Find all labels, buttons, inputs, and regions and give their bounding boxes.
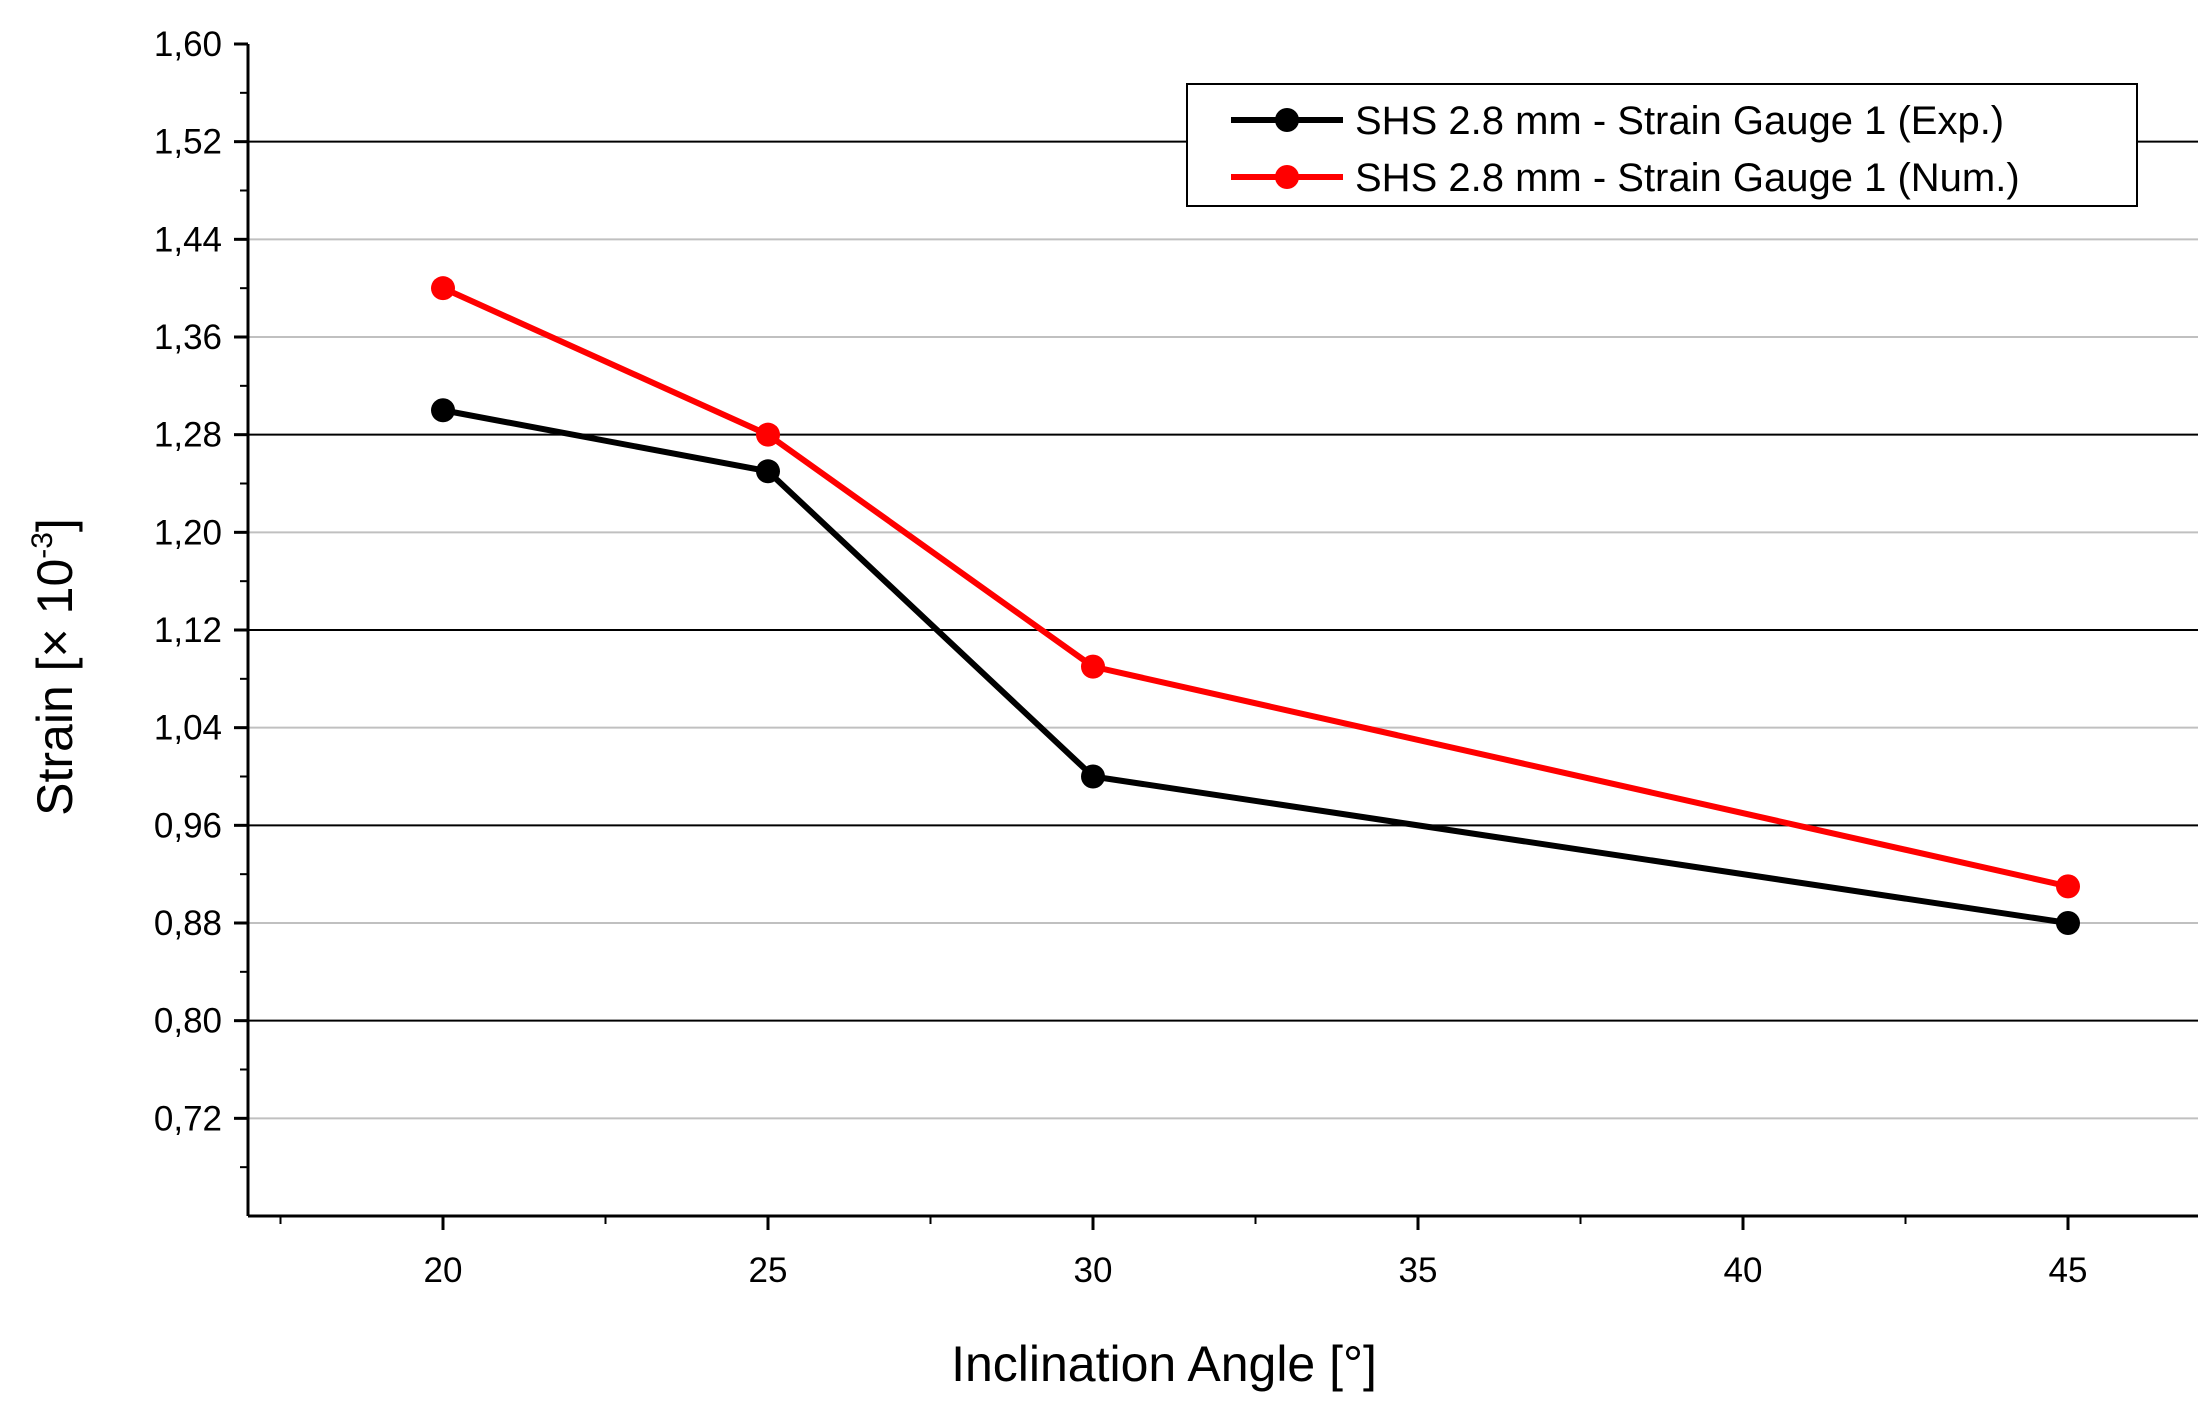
y-tick-label-0: 0,72 [154,1099,222,1138]
series-0-point-1 [756,459,780,484]
y-axis-title: Strain [× 10-3] [26,518,83,816]
x-tick-label-0: 20 [424,1251,463,1290]
y-tick-label-5: 1,12 [154,611,222,650]
grid [248,140,2198,1120]
y-tick-label-7: 1,28 [154,416,222,455]
series-line-0 [442,407,2069,926]
series-0-point-3 [2056,911,2080,935]
y-tick-label-8: 1,36 [154,318,222,357]
series-0-point-0 [431,398,455,423]
x-tick-label-1: 25 [749,1251,788,1290]
series-1-point-0 [431,276,455,301]
legend-box [1186,83,2138,207]
series-1-point-1 [756,422,780,447]
y-tick-label-4: 1,04 [154,709,222,748]
y-axis-title-prefix: Strain [× 10 [27,559,83,816]
legend-label-1: SHS 2.8 mm - Strain Gauge 1 (Num.) [1355,156,2020,200]
series-0-point-2 [1081,764,1105,789]
series-1-point-2 [1081,654,1105,679]
y-axis-title-exponent: -3 [26,532,59,559]
x-tick-label-3: 35 [1399,1251,1438,1290]
x-tick-label-2: 30 [1074,1251,1113,1290]
x-axis-title: Inclination Angle [°] [951,1336,1377,1392]
y-tick-label-6: 1,20 [154,513,222,552]
legend-marker-0 [1275,108,1299,132]
y-tick-label-10: 1,52 [154,123,222,162]
y-tick-label-9: 1,44 [154,220,222,259]
legend-label-0: SHS 2.8 mm - Strain Gauge 1 (Exp.) [1355,99,2004,143]
y-tick-label-1: 0,80 [154,1002,222,1041]
x-tick-label-4: 40 [1724,1251,1763,1290]
legend: SHS 2.8 mm - Strain Gauge 1 (Exp.) SHS 2.… [1186,83,2138,207]
axes: 0,72 0,80 0,88 0,96 1,04 1,12 1,20 1,28 1,36 1,44… [154,25,2198,1290]
series-line-1 [441,285,2069,890]
series [431,276,2080,935]
y-tick-label-2: 0,88 [154,904,222,943]
y-tick-label-11: 1,60 [154,25,222,64]
y-axis-title-suffix: ] [27,518,83,532]
y-tick-label-3: 0,96 [154,806,222,845]
x-tick-label-5: 45 [2049,1251,2088,1290]
legend-marker-1 [1275,165,1299,189]
series-1-point-3 [2056,874,2080,899]
